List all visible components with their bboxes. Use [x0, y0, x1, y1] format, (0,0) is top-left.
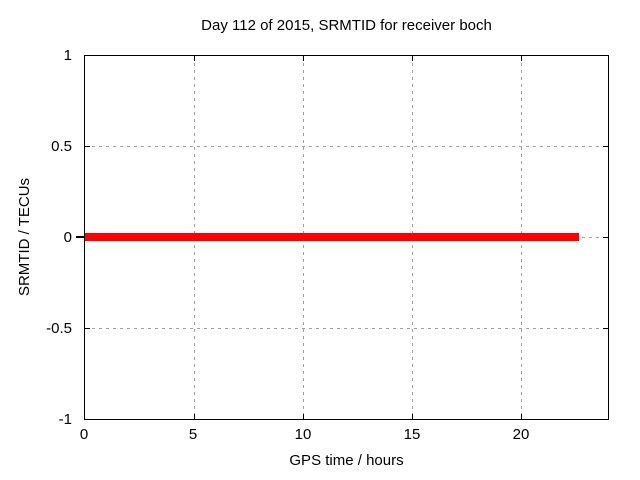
- y-tick-label-m1: -1: [58, 411, 72, 428]
- y-zero-outer-tick: [76, 236, 85, 238]
- y-tick-left-0p5: [85, 146, 90, 147]
- x-tick-top-15: [412, 56, 413, 61]
- y-tick-right-m0p5: [603, 328, 608, 329]
- y-tick-label-1: 1: [63, 47, 72, 64]
- y-tick-right-0: [603, 237, 608, 238]
- chart-title: Day 112 of 2015, SRMTID for receiver boc…: [201, 17, 492, 34]
- x-tick-bottom-20: [521, 414, 522, 419]
- x-tick-label-20: 20: [512, 426, 530, 443]
- x-tick-bottom-10: [303, 414, 304, 419]
- y-tick-right-0p5: [603, 146, 608, 147]
- y-gridline-m0p5: [85, 328, 608, 329]
- x-tick-label-10: 10: [294, 426, 312, 443]
- x-tick-label-5: 5: [188, 426, 198, 443]
- x-tick-top-20: [521, 56, 522, 61]
- y-gridline-0p5: [85, 146, 608, 147]
- x-tick-label-0: 0: [79, 426, 89, 443]
- y-tick-label-0p5: 0.5: [51, 138, 72, 155]
- y-tick-left-m0p5: [85, 328, 90, 329]
- y-axis-label: SRMTID / TECUs: [16, 177, 33, 297]
- x-tick-label-15: 15: [403, 426, 421, 443]
- x-tick-top-5: [194, 56, 195, 61]
- srmtid-series-line: [85, 233, 579, 241]
- y-tick-label-0: 0: [63, 229, 72, 246]
- x-tick-bottom-5: [194, 414, 195, 419]
- x-tick-top-10: [303, 56, 304, 61]
- x-tick-bottom-15: [412, 414, 413, 419]
- x-axis-label: GPS time / hours: [289, 452, 404, 469]
- y-tick-label-m0p5: -0.5: [46, 320, 72, 337]
